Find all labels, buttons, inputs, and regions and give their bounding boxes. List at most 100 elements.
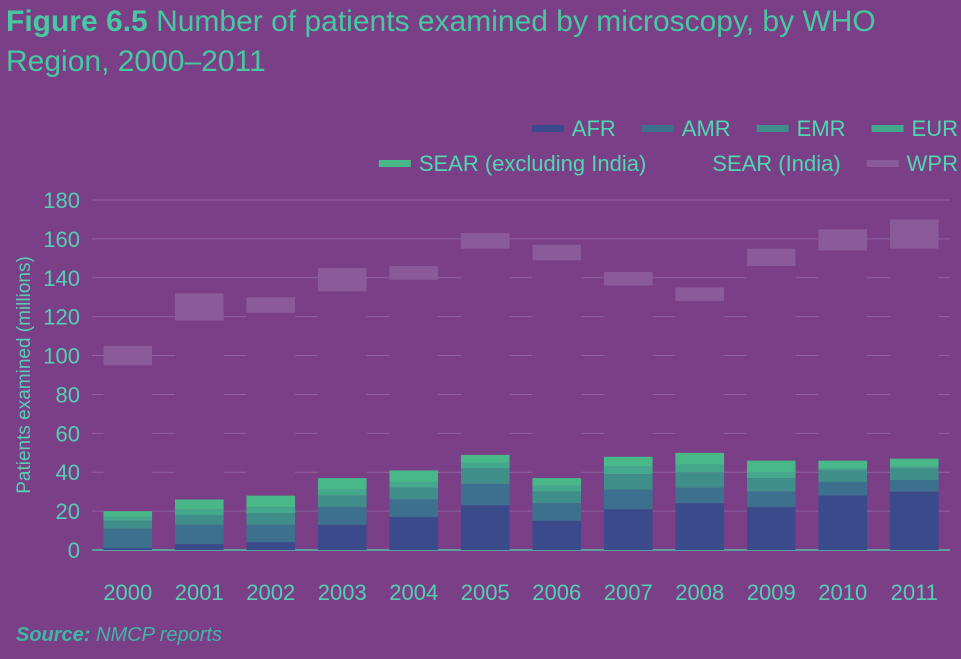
bar-segment [103, 365, 153, 512]
bar-segment [103, 511, 153, 517]
bar-segment [675, 487, 725, 504]
bar-group [103, 219, 939, 550]
bar-segment [603, 474, 653, 490]
bar-segment [532, 520, 582, 550]
x-tick-label: 2011 [891, 580, 938, 605]
x-tick-label: 2005 [461, 580, 510, 605]
bar-segment [317, 524, 367, 550]
x-tick-label: 2001 [175, 580, 224, 605]
legend-swatch [672, 160, 705, 167]
bar-segment [818, 460, 868, 469]
bar-segment [818, 229, 868, 251]
bar-segment [174, 515, 224, 525]
x-axis-ticks: 2000 2001 2002 2003 2004 2005 2006 2007 2008 2009… [103, 580, 938, 605]
bar-segment [317, 507, 367, 525]
legend-swatch [641, 125, 674, 132]
bar-segment [460, 483, 510, 506]
y-tick-label: 160 [43, 227, 80, 252]
bar-segment [532, 491, 582, 504]
bar-segment [317, 291, 367, 479]
bar-segment [675, 452, 725, 465]
bar-segment [532, 485, 582, 492]
source-text: NMCP reports [96, 624, 222, 646]
legend-label: SEAR (India) [712, 151, 840, 176]
y-tick-label: 20 [56, 499, 80, 524]
legend-label: AFR [572, 116, 616, 141]
x-tick-label: 2002 [246, 580, 295, 605]
bar-segment [103, 345, 153, 366]
x-tick-label: 2008 [675, 580, 724, 605]
bar-segment [460, 462, 510, 469]
legend-label: SEAR (excluding India) [419, 151, 646, 176]
bar-segment [103, 520, 153, 529]
bar-segment [532, 244, 582, 261]
bar-segment [746, 478, 796, 492]
bar-segment [889, 248, 939, 459]
x-tick-label: 2007 [604, 580, 653, 605]
y-tick-label: 100 [43, 344, 80, 369]
legend-swatch [866, 160, 899, 167]
bar-segment [603, 271, 653, 286]
bar-segment [746, 248, 796, 267]
bar-segment [174, 524, 224, 545]
x-tick-label: 2000 [103, 580, 152, 605]
bar-segment [246, 312, 296, 496]
bar-segment [103, 528, 153, 549]
bar-segment [389, 487, 439, 500]
bar-segment [460, 505, 510, 550]
bar-segment [603, 489, 653, 510]
bar-segment [174, 293, 224, 321]
bar-segment [389, 470, 439, 482]
bar-segment [532, 503, 582, 521]
bar-segment [317, 268, 367, 292]
y-tick-label: 40 [56, 460, 80, 485]
bar-segment [889, 458, 939, 467]
source-label: Source: [16, 624, 91, 646]
bar-segment [317, 489, 367, 496]
bar-segment [889, 491, 939, 550]
bar-segment [103, 548, 153, 550]
bar-segment [603, 456, 653, 467]
bar-segment [603, 466, 653, 475]
bar-segment [675, 301, 725, 453]
legend-swatch [756, 125, 789, 132]
bar-segment [460, 468, 510, 484]
legend-swatch [531, 125, 564, 132]
bar-segment [746, 266, 796, 461]
legend-label: EMR [797, 116, 846, 141]
y-tick-label: 0 [68, 538, 80, 563]
bar-segment [818, 470, 868, 482]
gridlines [92, 199, 950, 551]
y-axis-title: Patients examined (millions) [14, 256, 35, 494]
bar-segment [460, 248, 510, 455]
bar-segment [746, 491, 796, 508]
chart-title: Figure 6.5 Number of patients examined b… [6, 2, 906, 82]
bar-segment [889, 466, 939, 469]
figure-label: Figure 6.5 [6, 5, 148, 38]
bar-segment [889, 480, 939, 492]
bar-segment [103, 516, 153, 521]
legend-label: WPR [907, 151, 958, 176]
bar-segment [675, 464, 725, 473]
bar-segment [746, 460, 796, 473]
bar-segment [389, 499, 439, 517]
x-tick-label: 2003 [318, 580, 367, 605]
bar-segment [818, 468, 868, 471]
y-tick-label: 60 [56, 421, 80, 446]
bar-segment [532, 478, 582, 486]
bar-segment [675, 472, 725, 488]
legend: EUR EMR AMR AFR WPR SEAR (India) SEAR (excludi… [378, 116, 958, 176]
bar-segment [389, 279, 439, 471]
legend-swatch [378, 160, 411, 167]
bar-segment [246, 524, 296, 543]
y-tick-label: 80 [56, 382, 80, 407]
bar-segment [460, 454, 510, 463]
bar-segment [603, 285, 653, 457]
y-tick-label: 120 [43, 305, 80, 330]
bar-segment [389, 266, 439, 280]
bar-segment [889, 468, 939, 480]
bar-segment [389, 516, 439, 550]
bar-segment [246, 542, 296, 550]
bar-segment [746, 507, 796, 550]
